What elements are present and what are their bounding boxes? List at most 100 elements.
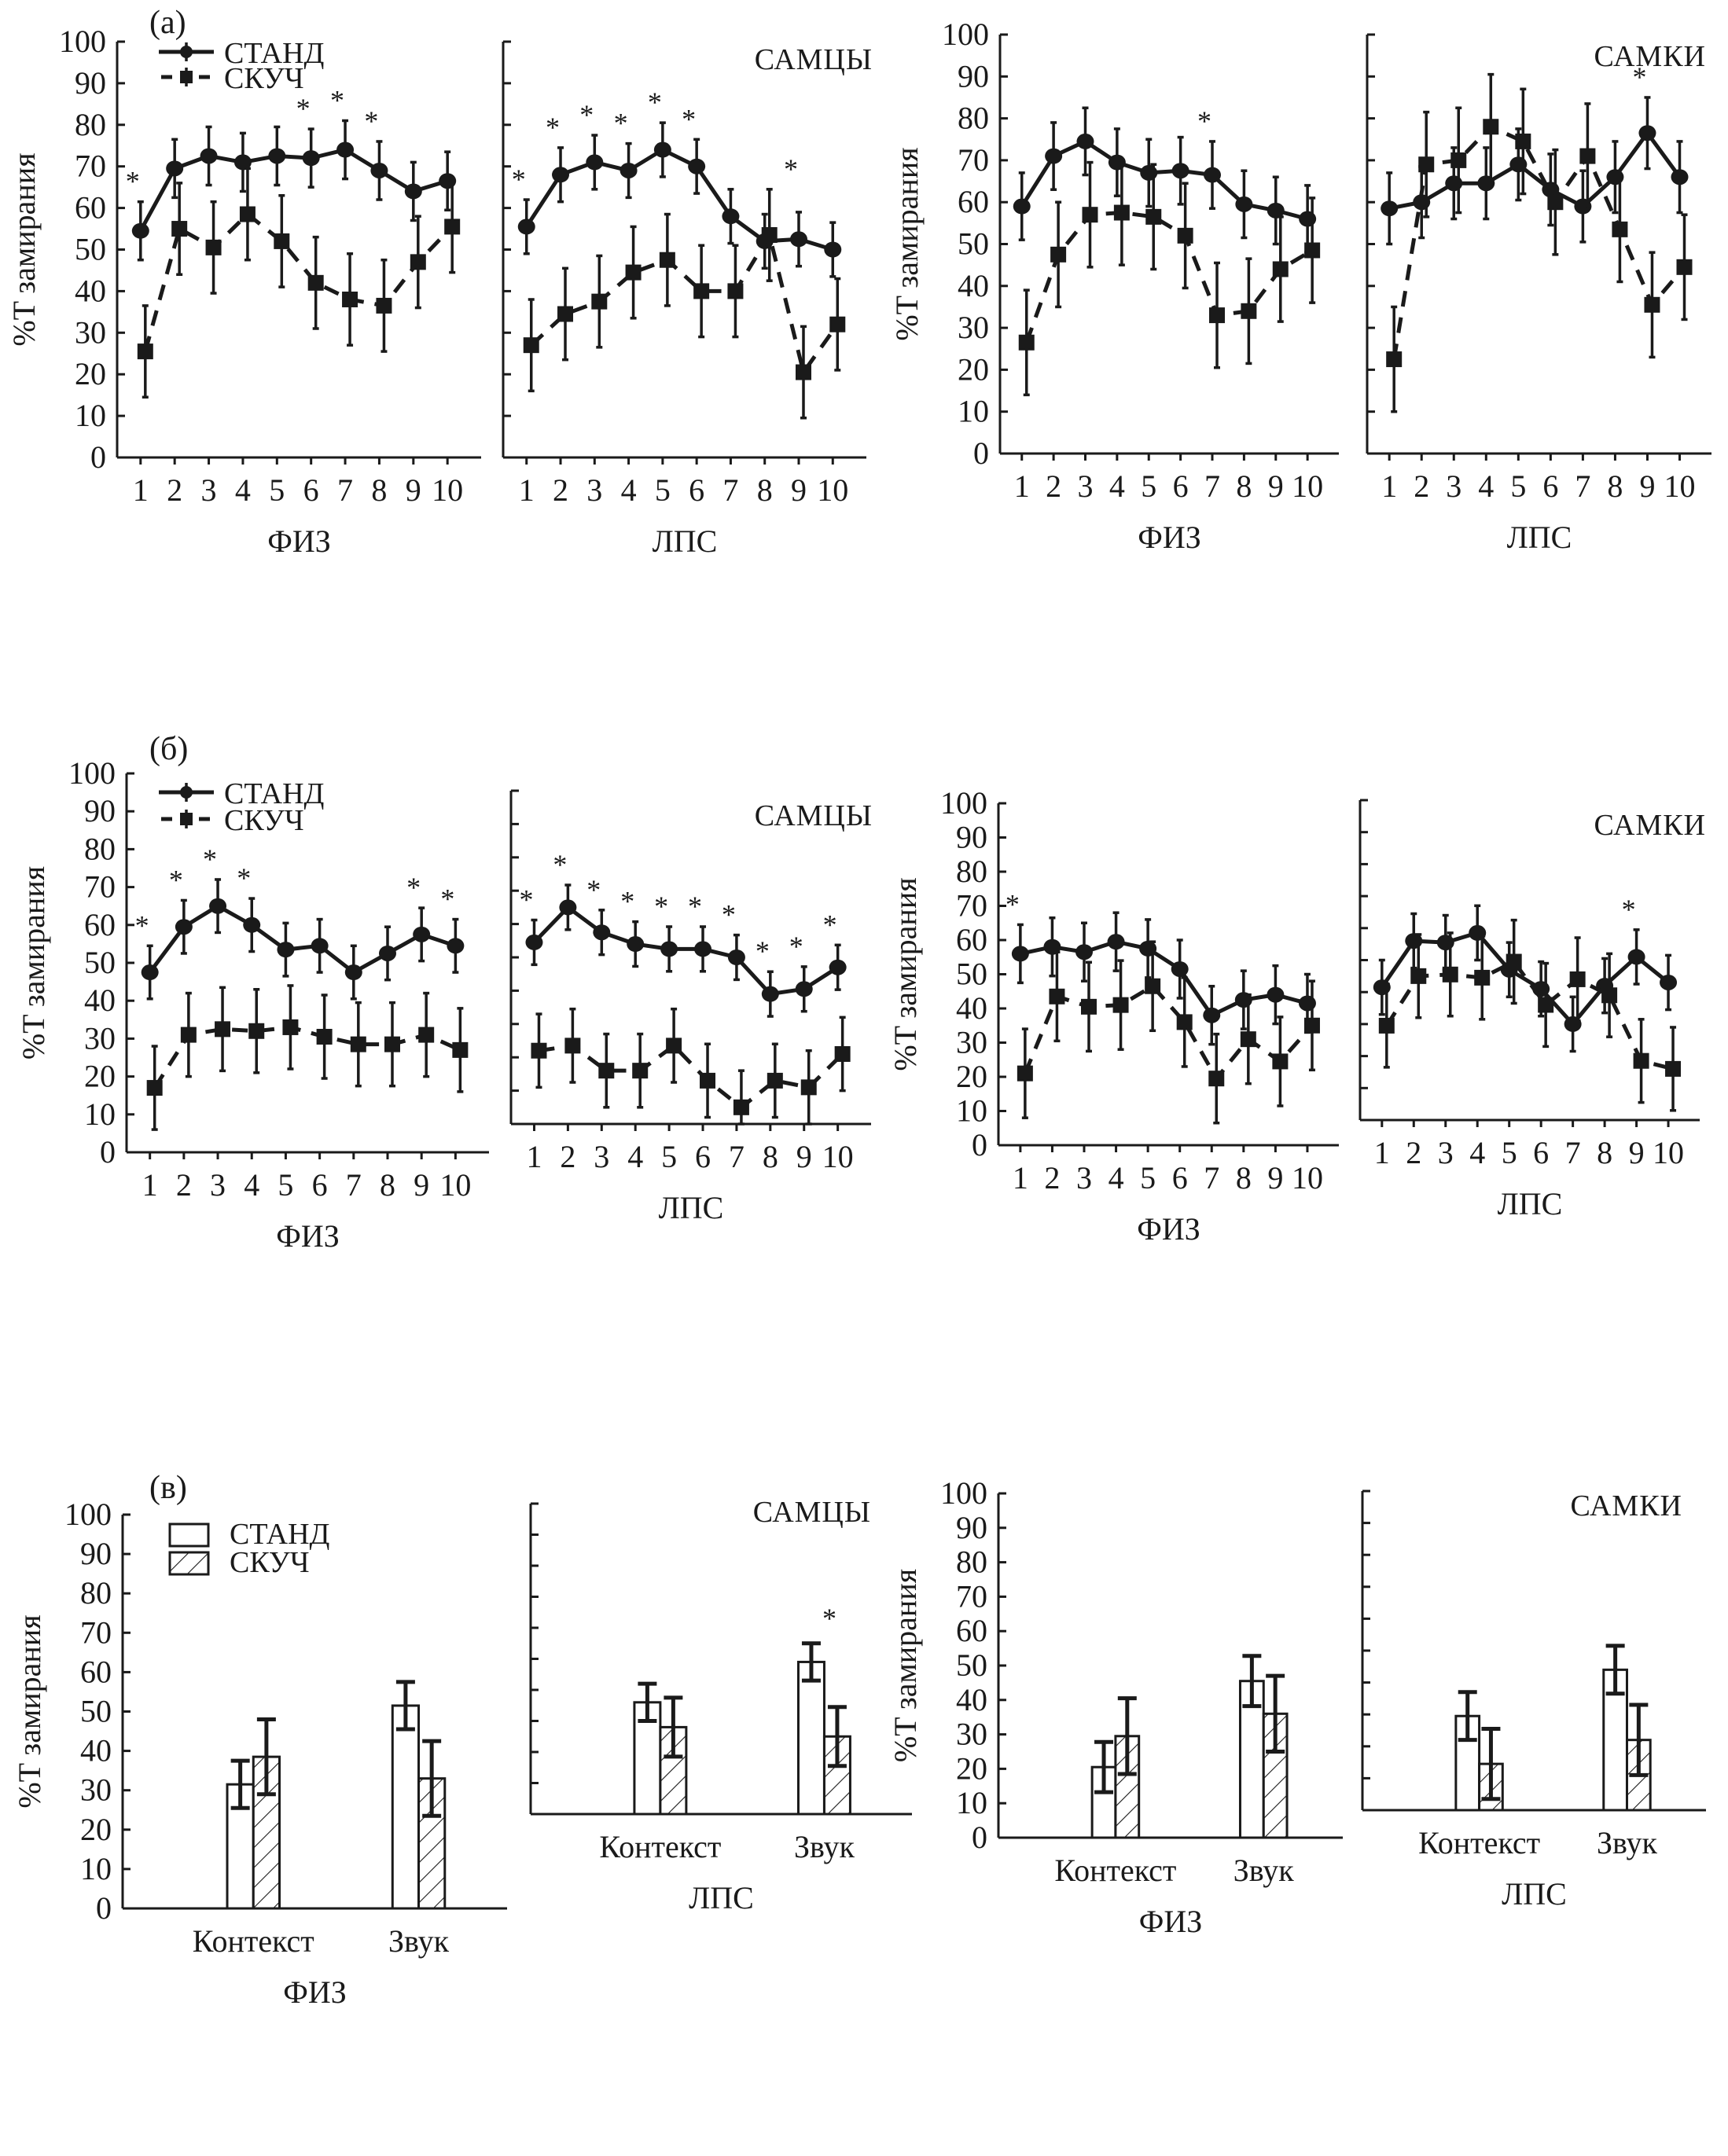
y-tick-label: 50 [956, 957, 987, 992]
x-tick-label: 1 [1013, 1160, 1028, 1196]
data-point-stand [200, 148, 218, 164]
data-point-stand [1204, 167, 1222, 183]
data-point-skuch [1633, 1052, 1649, 1069]
data-point-skuch [1145, 978, 1161, 994]
sex-label-a-females: САМКИ [1594, 40, 1706, 73]
y-tick-label: 80 [84, 831, 116, 866]
x-tick-label: 4 [627, 1139, 643, 1174]
data-point-skuch [1018, 334, 1035, 351]
data-point-skuch [350, 1036, 366, 1052]
data-point-skuch [591, 293, 608, 310]
sex-label-c-males: САМЦЫ [753, 1496, 871, 1529]
data-point-skuch [598, 1063, 615, 1079]
panel-a-males-fiz: 0 10 20 30 40 50 60 70 80 90 100 %T замирания ФИЗ 1 2 3… [6, 24, 481, 559]
data-point-skuch [1450, 152, 1467, 168]
panel-a-males-lps: ЛПС 1 2 3 4 5 6 7 8 9 10 * * * * * * * [502, 40, 866, 559]
sex-label-b-females: САМКИ [1594, 809, 1706, 842]
x-tick-label: 7 [1575, 468, 1590, 504]
x-tick-label: 3 [1446, 468, 1461, 504]
y-tick-label: 60 [75, 190, 106, 226]
data-point-skuch [1378, 1017, 1395, 1034]
legend-b: СТАНД СКУЧ [159, 777, 324, 837]
series-line-stand [532, 905, 839, 997]
significance-star: * [406, 872, 421, 903]
x-tick-label: 3 [1077, 468, 1093, 504]
data-point-skuch [1145, 208, 1162, 225]
significance-star: * [135, 909, 149, 941]
data-point-skuch [1442, 966, 1458, 983]
series-line-skuch [143, 211, 454, 352]
x-tick-label: 6 [303, 472, 319, 508]
data-point-skuch [146, 1080, 163, 1096]
significance-star: * [654, 891, 668, 922]
x-tick-label: 6 [1172, 1160, 1188, 1196]
x-tick-label: 9 [1268, 468, 1284, 504]
data-point-skuch [444, 219, 461, 235]
significance-star: * [823, 909, 837, 940]
data-point-stand [336, 141, 355, 158]
category-label: Звук [794, 1829, 855, 1864]
data-point-skuch [384, 1036, 400, 1052]
legend-label-skuch: СКУЧ [230, 1546, 310, 1579]
y-tick-label: 100 [59, 24, 106, 59]
data-point-skuch [523, 337, 539, 354]
y-tick-label: 70 [958, 142, 989, 178]
data-point-skuch [248, 1023, 265, 1039]
panel-c-males-lps: ЛПС Контекст Звук * [529, 1502, 912, 1915]
data-point-skuch [693, 283, 710, 299]
data-point-stand [1075, 944, 1094, 960]
data-point-skuch [410, 254, 426, 270]
data-point-skuch [137, 343, 153, 360]
x-tick-label: 9 [1639, 468, 1655, 504]
y-axis-label: %T замирания [12, 1614, 47, 1808]
data-point-stand [209, 898, 227, 914]
data-point-stand [378, 945, 396, 961]
significance-star: * [1622, 894, 1636, 925]
series-line-stand [138, 147, 448, 232]
y-tick-label: 80 [75, 107, 106, 142]
data-point-skuch [1049, 988, 1065, 1005]
legend-marker-square [180, 813, 193, 825]
y-tick-label: 30 [956, 1717, 987, 1752]
x-tick-label: 5 [269, 472, 285, 508]
y-tick-label: 10 [84, 1096, 116, 1132]
data-point-skuch [418, 1027, 435, 1043]
x-tick-label: 5 [655, 472, 671, 508]
x-tick-label: 3 [210, 1167, 226, 1203]
y-tick-label: 100 [68, 755, 116, 791]
x-tick-label: 2 [1044, 1160, 1060, 1196]
panel-b-males-lps: ЛПС 1 2 3 4 5 6 7 8 9 10 * * * * * * * * * * [509, 789, 871, 1225]
data-point-skuch [666, 1038, 682, 1054]
legend-label-stand: СТАНД [224, 777, 324, 810]
data-point-stand [1011, 946, 1029, 962]
x-tick-label: 9 [406, 472, 421, 508]
series-line-skuch [1024, 211, 1314, 343]
legend-swatch-open [168, 1522, 210, 1548]
data-point-skuch [1082, 207, 1098, 223]
y-tick-label: 30 [956, 1025, 987, 1060]
x-tick-label: 8 [1607, 468, 1623, 504]
x-tick-label: 1 [1014, 468, 1030, 504]
series-line-stand [1380, 931, 1670, 1027]
x-tick-label: 2 [553, 472, 568, 508]
x-tick-label: 1 [1374, 1135, 1390, 1170]
y-tick-label: 50 [958, 226, 989, 262]
y-tick-label: 30 [84, 1020, 116, 1056]
data-point-stand [761, 986, 779, 1002]
data-point-skuch [531, 1042, 547, 1059]
significance-star: * [688, 891, 702, 922]
data-point-stand [233, 154, 252, 171]
legend-c: СТАНД СКУЧ [168, 1518, 329, 1579]
data-point-stand [1045, 148, 1063, 164]
legend-marker-circle [180, 786, 193, 799]
significance-star: * [614, 108, 628, 139]
y-tick-label: 30 [958, 310, 989, 345]
data-point-skuch [1483, 119, 1499, 135]
panel-c-females-lps: ЛПС Контекст Звук [1361, 1489, 1706, 1912]
data-point-stand [586, 154, 604, 171]
significance-star: * [519, 884, 533, 916]
data-point-stand [1107, 934, 1125, 950]
panel-a-females-fiz: 0 10 20 30 40 50 60 70 80 90 100 %T замирания ФИЗ 1 2 3… [889, 17, 1339, 555]
